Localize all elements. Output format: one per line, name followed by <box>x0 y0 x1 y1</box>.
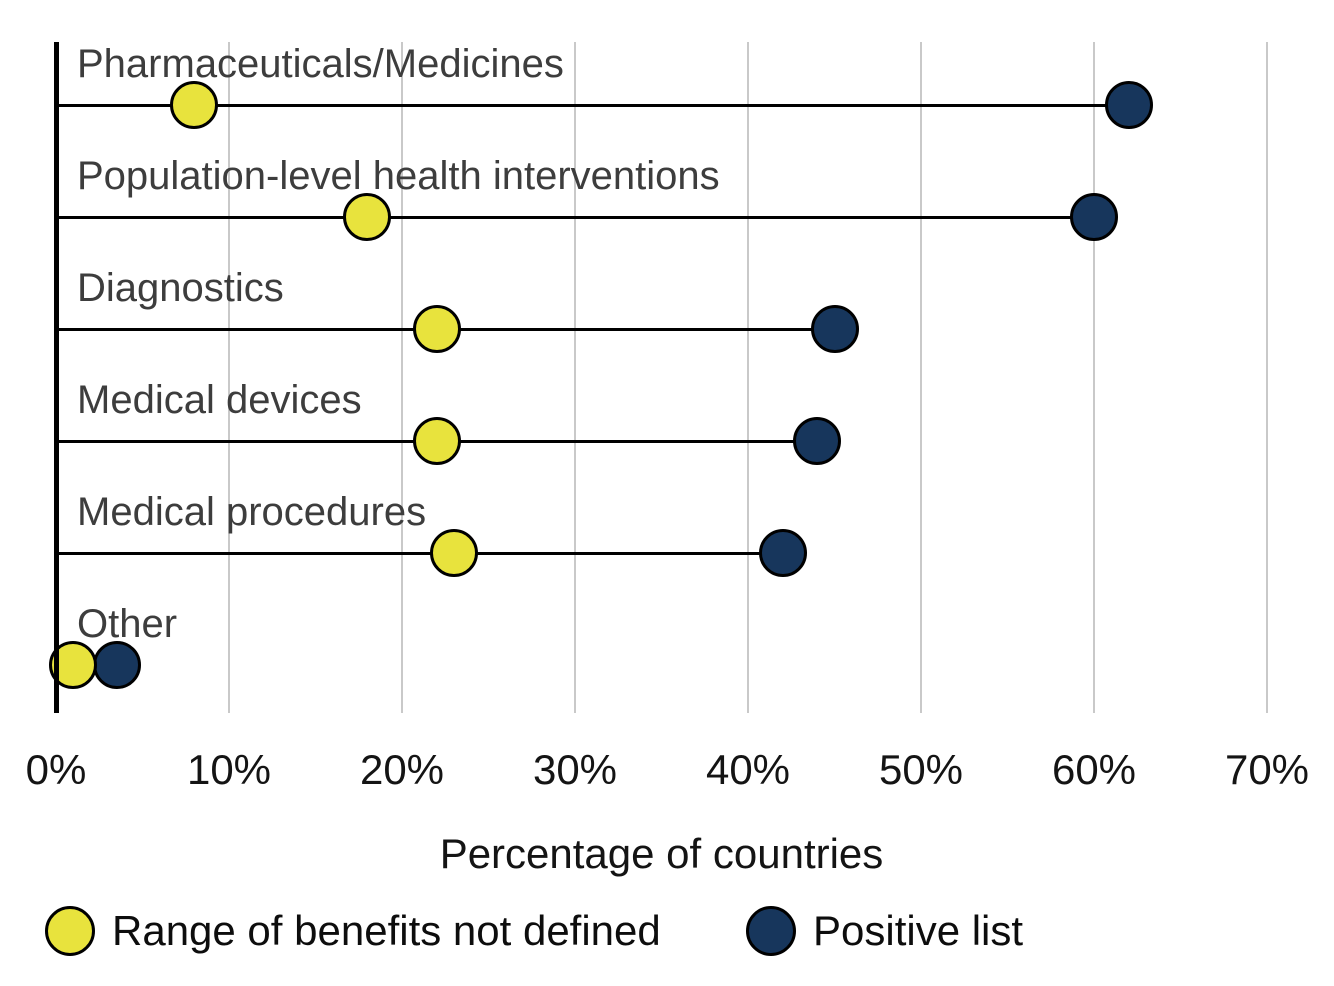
legend-swatch-icon <box>746 906 796 956</box>
x-tick-label: 70% <box>1224 746 1310 793</box>
x-tick-label: 30% <box>532 746 618 793</box>
legend-swatch-icon <box>45 906 95 956</box>
gridline <box>920 42 922 713</box>
category-label: Population-level health interventions <box>77 154 720 198</box>
data-point-positive-list <box>92 641 141 689</box>
data-point-positive-list <box>1070 193 1118 241</box>
gridline <box>1266 42 1268 713</box>
stem-line <box>56 552 783 555</box>
category-label: Other <box>77 602 178 646</box>
category-label: Medical devices <box>77 378 362 422</box>
gridline <box>1093 42 1095 713</box>
x-tick-label: 20% <box>359 746 445 793</box>
data-point-positive-list <box>1104 81 1153 129</box>
category-label: Diagnostics <box>77 266 284 310</box>
category-label: Medical procedures <box>77 490 427 534</box>
data-point-range-not-defined <box>429 529 478 577</box>
stem-line <box>56 216 1094 219</box>
data-point-range-not-defined <box>412 305 461 353</box>
x-tick-label: 60% <box>1051 746 1137 793</box>
gridline <box>747 42 749 713</box>
x-tick-label: 50% <box>878 746 964 793</box>
x-tick-label: 40% <box>705 746 791 793</box>
data-point-range-not-defined <box>412 417 461 465</box>
data-point-range-not-defined <box>343 193 392 241</box>
x-tick-label: 0% <box>25 746 87 793</box>
data-point-positive-list <box>758 529 807 577</box>
legend-label: Range of benefits not defined <box>112 907 661 954</box>
data-point-positive-list <box>793 417 842 465</box>
x-tick-label: 10% <box>186 746 272 793</box>
x-axis-title: Percentage of countries <box>439 830 884 877</box>
legend-label: Positive list <box>813 907 1024 954</box>
gridline <box>401 42 403 713</box>
data-point-range-not-defined <box>170 81 219 129</box>
category-label: Pharmaceuticals/Medicines <box>77 42 564 86</box>
gridline <box>228 42 230 713</box>
y-axis-line <box>54 42 59 713</box>
gridline <box>574 42 576 713</box>
data-point-positive-list <box>810 305 859 353</box>
stem-line <box>56 104 1129 107</box>
